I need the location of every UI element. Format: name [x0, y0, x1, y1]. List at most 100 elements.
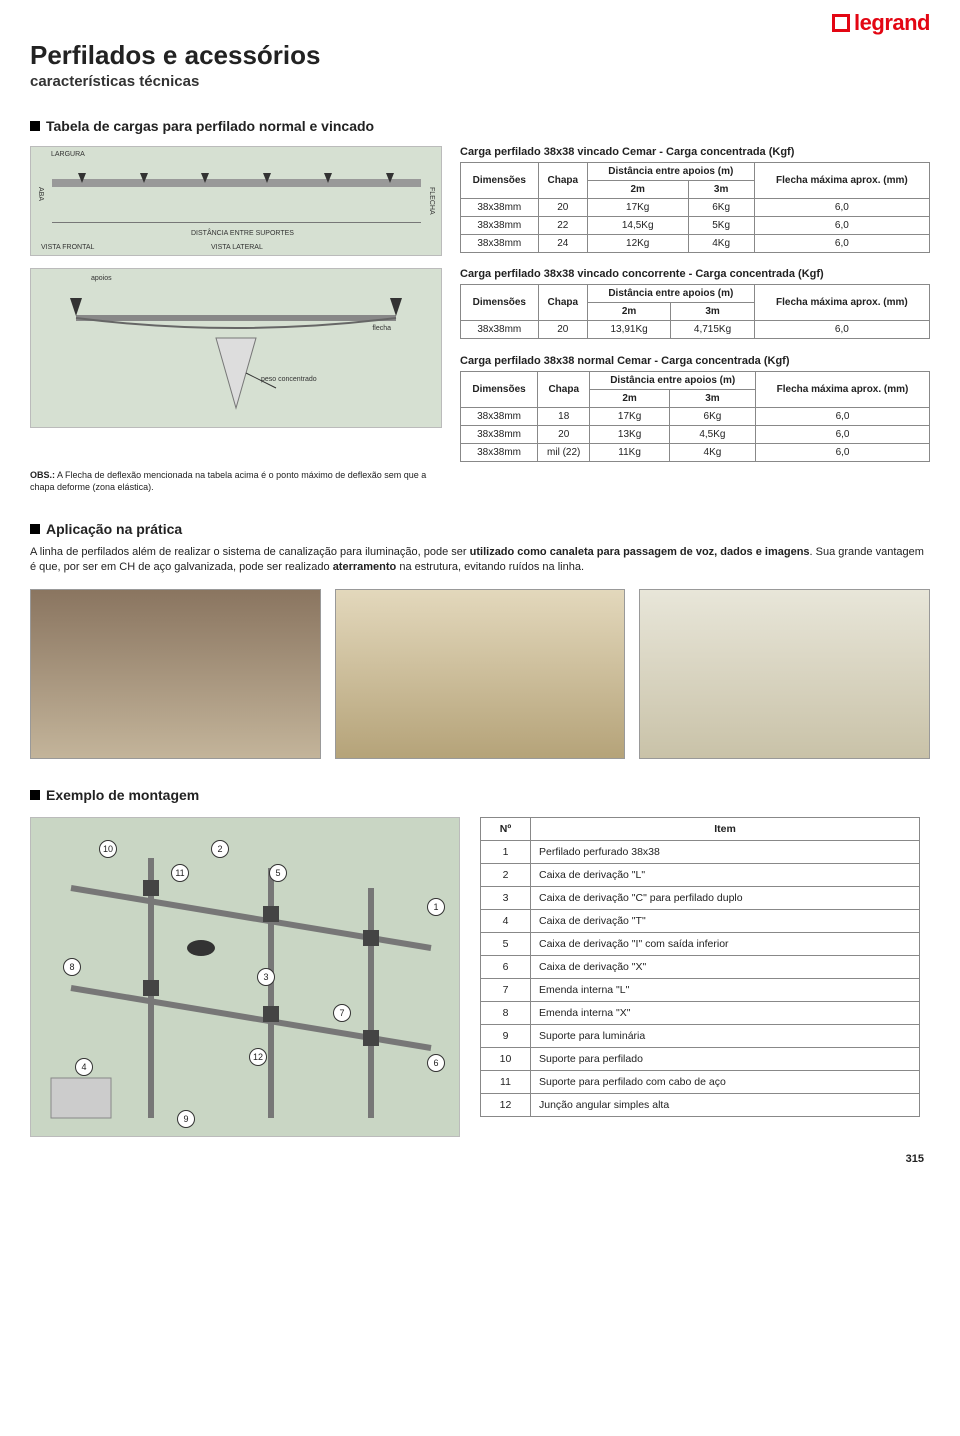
label-peso: peso concentrado [261, 376, 317, 383]
th-2m: 2m [587, 181, 688, 199]
items-table: Nº Item 1Perfilado perfurado 38x382Caixa… [480, 817, 920, 1117]
label-flecha-abbr: FLECHA [428, 187, 435, 215]
item-desc: Suporte para luminária [531, 1025, 920, 1048]
table-row: 6Caixa de derivação "X" [481, 956, 920, 979]
item-desc: Caixa de derivação "C" para perfilado du… [531, 887, 920, 910]
table-row: 8Emenda interna "X" [481, 1002, 920, 1025]
load-arrow-icon [201, 173, 209, 183]
table-row: 3Caixa de derivação "C" para perfilado d… [481, 887, 920, 910]
table-cell: 13,91Kg [587, 321, 670, 339]
table-cell: 11Kg [590, 444, 669, 462]
th-flecha: Flecha máxima aprox. (mm) [754, 285, 929, 321]
app-pre: A linha de perfilados além de realizar o… [30, 546, 470, 558]
th-dim: Dimensões [461, 163, 539, 199]
table-cell: 24 [538, 235, 587, 253]
item-desc: Junção angular simples alta [531, 1094, 920, 1117]
table-cell: 20 [538, 426, 590, 444]
callout-circle: 4 [75, 1058, 93, 1076]
diagram-profile-load: apoios flecha peso concentrado [30, 268, 442, 428]
montage-diagram: 102115183712649 [30, 817, 460, 1137]
page-subtitle: características técnicas [30, 73, 930, 90]
table-cell: 6,0 [754, 235, 929, 253]
page-title: Perfilados e acessórios [30, 40, 930, 71]
item-number: 7 [481, 979, 531, 1002]
table-row: 38x38mm1817Kg6Kg6,0 [461, 408, 930, 426]
table-cell: 6,0 [756, 426, 930, 444]
table-cell: 20 [538, 199, 587, 217]
table3-block: Carga perfilado 38x38 normal Cemar - Car… [460, 355, 930, 462]
table-cell: 17Kg [590, 408, 669, 426]
callout-circle: 5 [269, 864, 287, 882]
table-cell: 17Kg [587, 199, 688, 217]
item-desc: Caixa de derivação "I" com saída inferio… [531, 933, 920, 956]
table-cell: 6Kg [669, 408, 755, 426]
callout-circle: 9 [177, 1110, 195, 1128]
table-cell: 38x38mm [461, 199, 539, 217]
table1: Dimensões Chapa Distância entre apoios (… [460, 162, 930, 253]
obs-label: OBS.: [30, 470, 55, 480]
page-number: 315 [30, 1153, 930, 1165]
item-number: 1 [481, 841, 531, 864]
table-cell: 14,5Kg [587, 217, 688, 235]
photo-row [30, 589, 930, 759]
table-cell: 12Kg [587, 235, 688, 253]
section3-title: Exemplo de montagem [46, 787, 199, 803]
bullet-icon [30, 790, 40, 800]
table-cell: 4Kg [669, 444, 755, 462]
table-row: 38x38mmmil (22)11Kg4Kg6,0 [461, 444, 930, 462]
table-row: 12Junção angular simples alta [481, 1094, 920, 1117]
table-row: 38x38mm2412Kg4Kg6,0 [461, 235, 930, 253]
label-vista-frontal: VISTA FRONTAL [41, 244, 94, 251]
item-number: 2 [481, 864, 531, 887]
table-row: 38x38mm2013Kg4,5Kg6,0 [461, 426, 930, 444]
table2: Dimensões Chapa Distância entre apoios (… [460, 284, 930, 339]
table-row: 1Perfilado perfurado 38x38 [481, 841, 920, 864]
table-row: 10Suporte para perfilado [481, 1048, 920, 1071]
section2-title: Aplicação na prática [46, 521, 182, 537]
item-desc: Emenda interna "X" [531, 1002, 920, 1025]
table3: Dimensões Chapa Distância entre apoios (… [460, 371, 930, 462]
label-apoios: apoios [91, 275, 112, 282]
th-flecha: Flecha máxima aprox. (mm) [756, 372, 930, 408]
app-bold1: utilizado como canaleta para passagem de… [470, 546, 810, 558]
table-row: 7Emenda interna "L" [481, 979, 920, 1002]
table-cell: 38x38mm [461, 408, 538, 426]
logo-text: legrand [854, 10, 930, 36]
item-desc: Suporte para perfilado com cabo de aço [531, 1071, 920, 1094]
load-arrow-icon [140, 173, 148, 183]
table-row: 38x38mm2013,91Kg4,715Kg6,0 [461, 321, 930, 339]
section1-heading: Tabela de cargas para perfilado normal e… [30, 118, 930, 134]
table-row: 4Caixa de derivação "T" [481, 910, 920, 933]
montage-sketch [31, 818, 461, 1138]
table-cell: 4,715Kg [671, 321, 754, 339]
load-arrow-icon [263, 173, 271, 183]
label-vista-lateral: VISTA LATERAL [211, 244, 263, 251]
th-dim: Dimensões [461, 372, 538, 408]
item-number: 8 [481, 1002, 531, 1025]
callout-circle: 11 [171, 864, 189, 882]
item-number: 5 [481, 933, 531, 956]
section3-heading: Exemplo de montagem [30, 787, 930, 803]
callout-circle: 2 [211, 840, 229, 858]
th-3m: 3m [671, 303, 754, 321]
callout-circle: 6 [427, 1054, 445, 1072]
table-cell: 38x38mm [461, 444, 538, 462]
item-desc: Perfilado perfurado 38x38 [531, 841, 920, 864]
item-desc: Caixa de derivação "X" [531, 956, 920, 979]
label-aba: ABA [37, 187, 44, 201]
load-arrow-icon [386, 173, 394, 183]
table-cell: 6Kg [688, 199, 754, 217]
table-cell: 22 [538, 217, 587, 235]
bullet-icon [30, 524, 40, 534]
table-cell: mil (22) [538, 444, 590, 462]
table-cell: 38x38mm [461, 321, 539, 339]
table-cell: 13Kg [590, 426, 669, 444]
th-chapa: Chapa [538, 163, 587, 199]
table-cell: 38x38mm [461, 217, 539, 235]
th-3m: 3m [669, 390, 755, 408]
bullet-icon [30, 121, 40, 131]
callout-circle: 1 [427, 898, 445, 916]
application-text: A linha de perfilados além de realizar o… [30, 545, 930, 575]
th-chapa: Chapa [538, 372, 590, 408]
th-2m: 2m [590, 390, 669, 408]
